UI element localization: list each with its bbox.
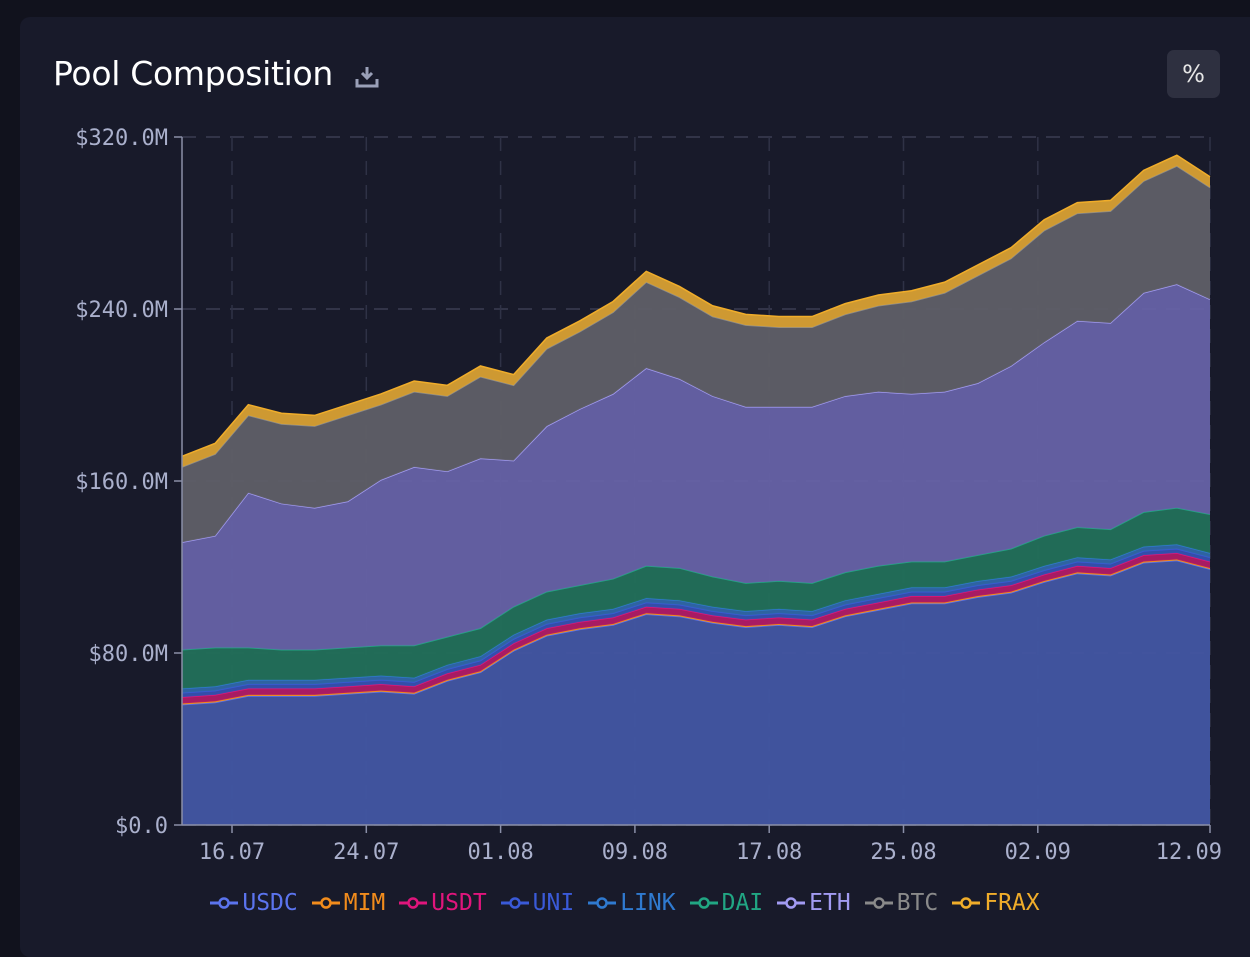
legend-item-eth[interactable]: ETH	[777, 890, 851, 916]
legend-label: UNI	[532, 890, 575, 916]
legend-item-frax[interactable]: FRAX	[952, 890, 1040, 916]
legend-label: USDC	[242, 890, 298, 916]
legend-marker-icon	[689, 897, 718, 909]
x-tick-label: 25.08	[870, 840, 936, 865]
x-tick-label: 02.09	[1005, 840, 1071, 865]
legend-label: LINK	[620, 890, 676, 916]
y-tick-label: $0.0	[115, 814, 168, 839]
y-tick-label: $240.0M	[75, 298, 168, 323]
legend-marker-icon	[399, 897, 428, 909]
legend-item-mim[interactable]: MIM	[311, 890, 386, 916]
legend-label: ETH	[809, 890, 851, 916]
percent-toggle-button[interactable]: %	[1167, 50, 1220, 98]
chart-title: Pool Composition	[53, 54, 334, 93]
line-frax	[181, 154, 1211, 457]
y-axis-ticks: $0.0 $80.0M $160.0M $240.0M $320.0M	[75, 126, 182, 839]
legend-marker-icon	[864, 897, 893, 909]
legend-item-dai[interactable]: DAI	[689, 890, 764, 916]
legend-label: BTC	[896, 890, 939, 916]
area-usdc	[182, 560, 1210, 825]
legend-label: FRAX	[984, 890, 1040, 916]
legend-label: USDT	[431, 890, 487, 916]
area-frax	[182, 155, 1210, 468]
download-icon[interactable]	[354, 64, 380, 90]
legend-item-btc[interactable]: BTC	[864, 890, 939, 916]
chart-legend: USDC MIM USDT UNI LINK DAI ETH BTC FRAX	[0, 885, 1250, 921]
legend-item-usdc[interactable]: USDC	[210, 890, 298, 916]
x-tick-label: 09.08	[602, 840, 668, 865]
area-eth	[182, 284, 1210, 650]
x-axis-ticks: 16.07 24.07 01.08 09.08 17.08 25.08 02.09 12.09	[199, 825, 1222, 865]
stacked-areas	[181, 154, 1211, 825]
legend-item-usdt[interactable]: USDT	[399, 890, 487, 916]
x-tick-label: 16.07	[199, 840, 265, 865]
legend-marker-icon	[311, 897, 340, 909]
y-tick-label: $160.0M	[75, 470, 168, 495]
y-tick-label: $80.0M	[89, 642, 168, 667]
y-tick-label: $320.0M	[75, 126, 168, 151]
legend-label: MIM	[343, 890, 386, 916]
area-dai	[182, 507, 1210, 689]
legend-marker-icon	[500, 897, 529, 909]
area-btc	[182, 166, 1210, 543]
legend-marker-icon	[588, 897, 617, 909]
legend-marker-icon	[210, 897, 239, 909]
legend-label: DAI	[721, 890, 764, 916]
legend-item-link[interactable]: LINK	[588, 890, 676, 916]
x-tick-label: 12.09	[1156, 840, 1222, 865]
legend-marker-icon	[777, 897, 806, 909]
legend-marker-icon	[952, 897, 981, 909]
x-tick-label: 24.07	[333, 840, 399, 865]
x-tick-label: 17.08	[736, 840, 802, 865]
legend-item-uni[interactable]: UNI	[500, 890, 575, 916]
area-chart: $0.0 $80.0M $160.0M $240.0M $320.0M 16.07 24.…	[75, 126, 1222, 865]
x-tick-label: 01.08	[467, 840, 533, 865]
